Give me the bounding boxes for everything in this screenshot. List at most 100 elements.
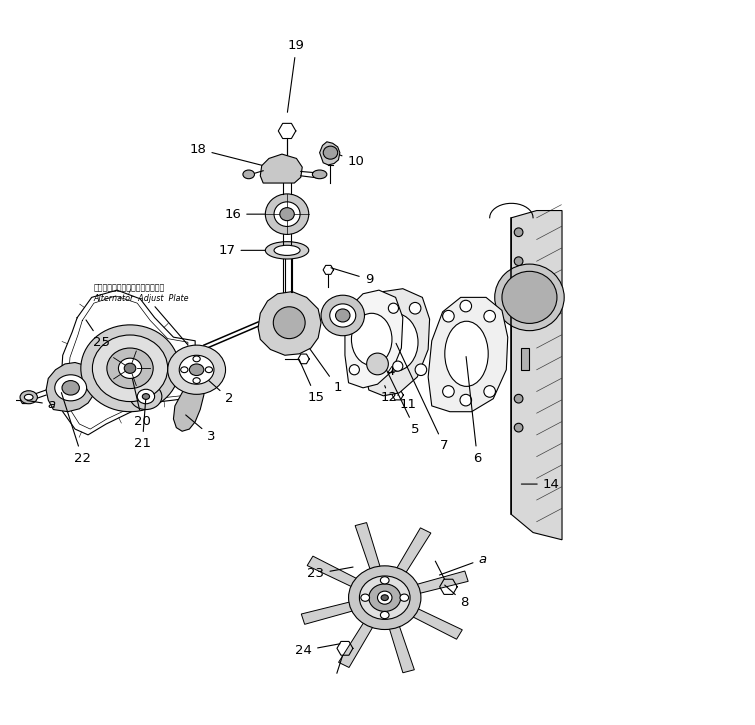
Polygon shape [345,290,403,388]
Ellipse shape [180,367,188,373]
Ellipse shape [367,353,388,375]
Ellipse shape [349,566,421,629]
Ellipse shape [484,310,495,322]
Ellipse shape [143,394,149,399]
Ellipse shape [460,300,472,312]
Text: 14: 14 [522,478,559,491]
Text: 24: 24 [295,644,340,657]
Ellipse shape [243,170,254,178]
Ellipse shape [168,345,226,394]
Text: 10: 10 [333,152,364,167]
Text: 8: 8 [445,585,469,609]
Ellipse shape [514,257,523,265]
Ellipse shape [368,584,401,611]
Ellipse shape [119,358,142,378]
Text: 12: 12 [381,386,398,404]
Ellipse shape [381,594,388,600]
Ellipse shape [514,394,523,403]
Ellipse shape [265,241,309,259]
Ellipse shape [442,386,455,397]
Text: 20: 20 [131,371,151,428]
Ellipse shape [378,591,392,604]
Polygon shape [396,528,431,573]
Ellipse shape [321,295,365,336]
Ellipse shape [388,303,399,313]
Ellipse shape [274,245,300,255]
Ellipse shape [62,381,79,395]
Ellipse shape [205,367,212,373]
Ellipse shape [81,325,179,412]
Polygon shape [355,523,380,569]
Text: 23: 23 [307,567,353,580]
Text: 5: 5 [373,342,419,436]
Text: 17: 17 [218,244,285,257]
Text: 25: 25 [86,320,109,349]
Text: 21: 21 [134,399,151,450]
Text: 13: 13 [345,316,370,329]
Polygon shape [319,142,340,165]
Ellipse shape [179,355,214,384]
Polygon shape [338,623,373,668]
Ellipse shape [350,365,359,375]
Text: 16: 16 [224,207,285,220]
Text: 18: 18 [190,143,272,168]
Ellipse shape [20,391,38,404]
Ellipse shape [359,576,410,619]
Text: a: a [27,398,56,411]
Ellipse shape [280,207,294,220]
Ellipse shape [495,264,564,331]
Ellipse shape [125,363,136,373]
Polygon shape [174,370,205,431]
Text: 7: 7 [396,344,448,452]
Text: 6: 6 [466,357,482,465]
Ellipse shape [371,313,418,371]
Ellipse shape [107,348,153,389]
Polygon shape [363,289,430,396]
Ellipse shape [361,594,369,601]
Polygon shape [511,210,562,540]
Text: Alternator  Adjust  Plate: Alternator Adjust Plate [94,294,190,303]
Text: 15: 15 [299,360,325,404]
Polygon shape [412,608,462,639]
Ellipse shape [92,335,168,402]
Text: 9: 9 [331,268,373,286]
Ellipse shape [484,386,495,397]
Ellipse shape [313,170,327,178]
Ellipse shape [393,361,403,371]
Ellipse shape [55,375,87,401]
Ellipse shape [274,202,300,226]
Text: 19: 19 [288,39,305,112]
Ellipse shape [409,302,421,314]
Polygon shape [307,556,357,587]
Ellipse shape [514,423,523,432]
Ellipse shape [514,228,523,236]
Ellipse shape [381,611,389,618]
Polygon shape [260,154,302,183]
Ellipse shape [335,309,350,322]
Ellipse shape [24,394,33,400]
Text: 4: 4 [378,365,395,378]
Polygon shape [258,291,321,355]
Text: オルタネータアジャストプレート: オルタネータアジャストプレート [94,283,165,292]
Ellipse shape [445,321,488,386]
Polygon shape [416,571,468,594]
Polygon shape [428,297,508,412]
Text: 22: 22 [61,393,91,465]
Ellipse shape [415,364,427,376]
Ellipse shape [370,370,382,381]
Text: 3: 3 [186,415,215,443]
Ellipse shape [400,594,408,601]
Polygon shape [301,602,353,624]
Polygon shape [521,348,529,370]
Text: 11: 11 [398,395,417,411]
Text: a: a [439,553,486,575]
Ellipse shape [502,271,557,323]
Polygon shape [390,626,414,673]
Ellipse shape [193,356,200,362]
Ellipse shape [265,194,309,234]
Ellipse shape [137,389,155,404]
Ellipse shape [130,384,162,410]
Ellipse shape [381,576,389,584]
Ellipse shape [442,310,455,322]
Polygon shape [46,362,95,412]
